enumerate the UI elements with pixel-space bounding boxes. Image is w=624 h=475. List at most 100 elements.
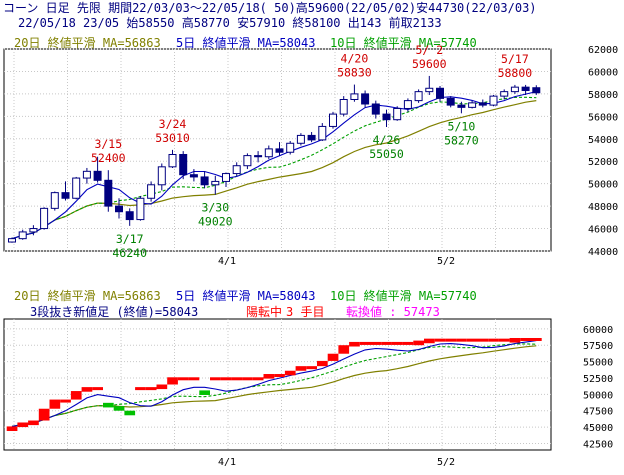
- lower-y-tick-3: 50000: [583, 390, 613, 401]
- candle-27: [296, 133, 305, 146]
- lower-y-tick-0: 42500: [583, 439, 613, 450]
- candle-0: [8, 237, 16, 243]
- brick-46: [498, 338, 510, 342]
- brick-49: [531, 337, 542, 341]
- upper-ma5-line: [11, 91, 537, 240]
- lower-y-tick-1: 45000: [583, 423, 613, 434]
- candle-49: [532, 85, 541, 95]
- brick-17: [188, 377, 200, 381]
- candle-46: [500, 89, 509, 100]
- brick-12: [135, 387, 146, 391]
- candle-37: [403, 98, 412, 112]
- annotation-price-1: 53010: [155, 131, 190, 145]
- candle-48: [521, 84, 530, 96]
- lower-bricks: [6, 337, 542, 432]
- candle-43: [468, 100, 477, 109]
- candle-body-3: [40, 207, 49, 230]
- candle-30: [329, 111, 337, 129]
- upper-y-tick-2: 48000: [588, 202, 618, 213]
- candle-body-43: [468, 102, 477, 108]
- upper-y-tick-9: 62000: [588, 45, 618, 56]
- candle-body-27: [296, 134, 305, 144]
- candle-body-17: [189, 174, 198, 178]
- candle-24: [264, 145, 273, 159]
- lower-x-marker-1: 5/2: [437, 457, 455, 468]
- candle-body-7: [82, 170, 91, 179]
- brick-45: [488, 338, 499, 342]
- candle-body-38: [414, 91, 423, 102]
- brick-39: [424, 338, 435, 344]
- upper-ma10-line: [11, 96, 537, 240]
- candle-body-34: [371, 103, 380, 115]
- lower-status: 陽転中: [246, 304, 282, 319]
- candle-body-37: [403, 100, 412, 109]
- annotation-price-7: 55050: [369, 147, 404, 161]
- candle-body-0: [8, 238, 16, 243]
- candle-body-13: [147, 184, 156, 199]
- candle-body-30: [329, 113, 337, 127]
- candle-8: [93, 156, 102, 183]
- candle-body-47: [510, 86, 519, 93]
- candle-body-4: [50, 192, 59, 209]
- upper-x-marker-0: 4/1: [218, 256, 236, 267]
- candle-body-41: [446, 97, 455, 106]
- lower-reversal: 転換値 : 57473: [346, 304, 440, 319]
- candle-body-2: [29, 228, 38, 233]
- lower-y-tick-4: 52500: [583, 374, 613, 385]
- lower-legend-ma10: 10日 終値平滑 MA=57740: [330, 288, 477, 303]
- candle-body-14: [157, 166, 166, 186]
- candle-body-46: [500, 91, 509, 97]
- candle-body-22: [243, 155, 252, 167]
- annotation-price-4: 58830: [337, 66, 372, 80]
- candle-26: [286, 141, 295, 155]
- candle-32: [350, 84, 359, 102]
- brick-18: [199, 390, 210, 395]
- lower-y-tick-2: 47500: [583, 407, 613, 418]
- lower-title: 3段抜き新値足 (終値)=58043: [30, 304, 198, 319]
- brick-43: [466, 338, 478, 342]
- brick-32: [349, 341, 360, 347]
- lower-ma10-line: [11, 343, 537, 427]
- chart-header-line1: コーン 日足 先限 期間22/03/03～22/05/18( 50)高59600…: [3, 0, 537, 15]
- candle-body-49: [532, 87, 541, 94]
- upper-y-tick-1: 46000: [588, 225, 618, 236]
- lower-moving-averages: [11, 340, 537, 427]
- candle-body-9: [104, 179, 113, 207]
- brick-20: [220, 377, 232, 381]
- annotation-date-6: 5/17: [501, 52, 529, 66]
- upper-y-tick-4: 52000: [588, 157, 618, 168]
- upper-y-tick-8: 60000: [588, 67, 618, 78]
- brick-8: [92, 387, 103, 391]
- candle-47: [510, 84, 519, 94]
- lower-count: 3 手目: [286, 305, 324, 319]
- brick-31: [338, 345, 350, 354]
- brick-25: [274, 374, 285, 378]
- annotation-date-3: 3/30: [201, 201, 229, 215]
- candle-22: [243, 153, 252, 170]
- brick-15: [167, 377, 178, 385]
- annotation-price-0: 52400: [91, 151, 126, 165]
- lower-legend-ma5: 5日 終値平滑 MA=58043: [176, 288, 315, 303]
- upper-plot: 44000 46000 48000 50000 52000 54000 56000 58000…: [3, 43, 618, 260]
- legend-ma5: 5日 終値平滑 MA=58043: [176, 35, 315, 50]
- legend-ma20: 20日 終値平滑 MA=56863: [14, 35, 161, 50]
- candle-15: [168, 149, 177, 168]
- candle-body-6: [72, 177, 81, 199]
- brick-1: [17, 422, 29, 428]
- brick-24: [263, 374, 275, 379]
- candle-42: [457, 101, 466, 114]
- candle-12: [136, 196, 145, 221]
- annotation-date-7: 4/26: [373, 133, 401, 147]
- brick-33: [359, 341, 371, 345]
- brick-38: [413, 340, 424, 346]
- brick-41: [445, 338, 457, 342]
- upper-candles: [8, 75, 541, 243]
- brick-21: [231, 377, 243, 381]
- candle-body-33: [361, 93, 370, 105]
- candle-33: [361, 90, 370, 108]
- candle-21: [232, 162, 241, 176]
- candle-44: [478, 99, 487, 108]
- candle-body-12: [136, 197, 145, 221]
- upper-y-tick-6: 56000: [588, 112, 618, 123]
